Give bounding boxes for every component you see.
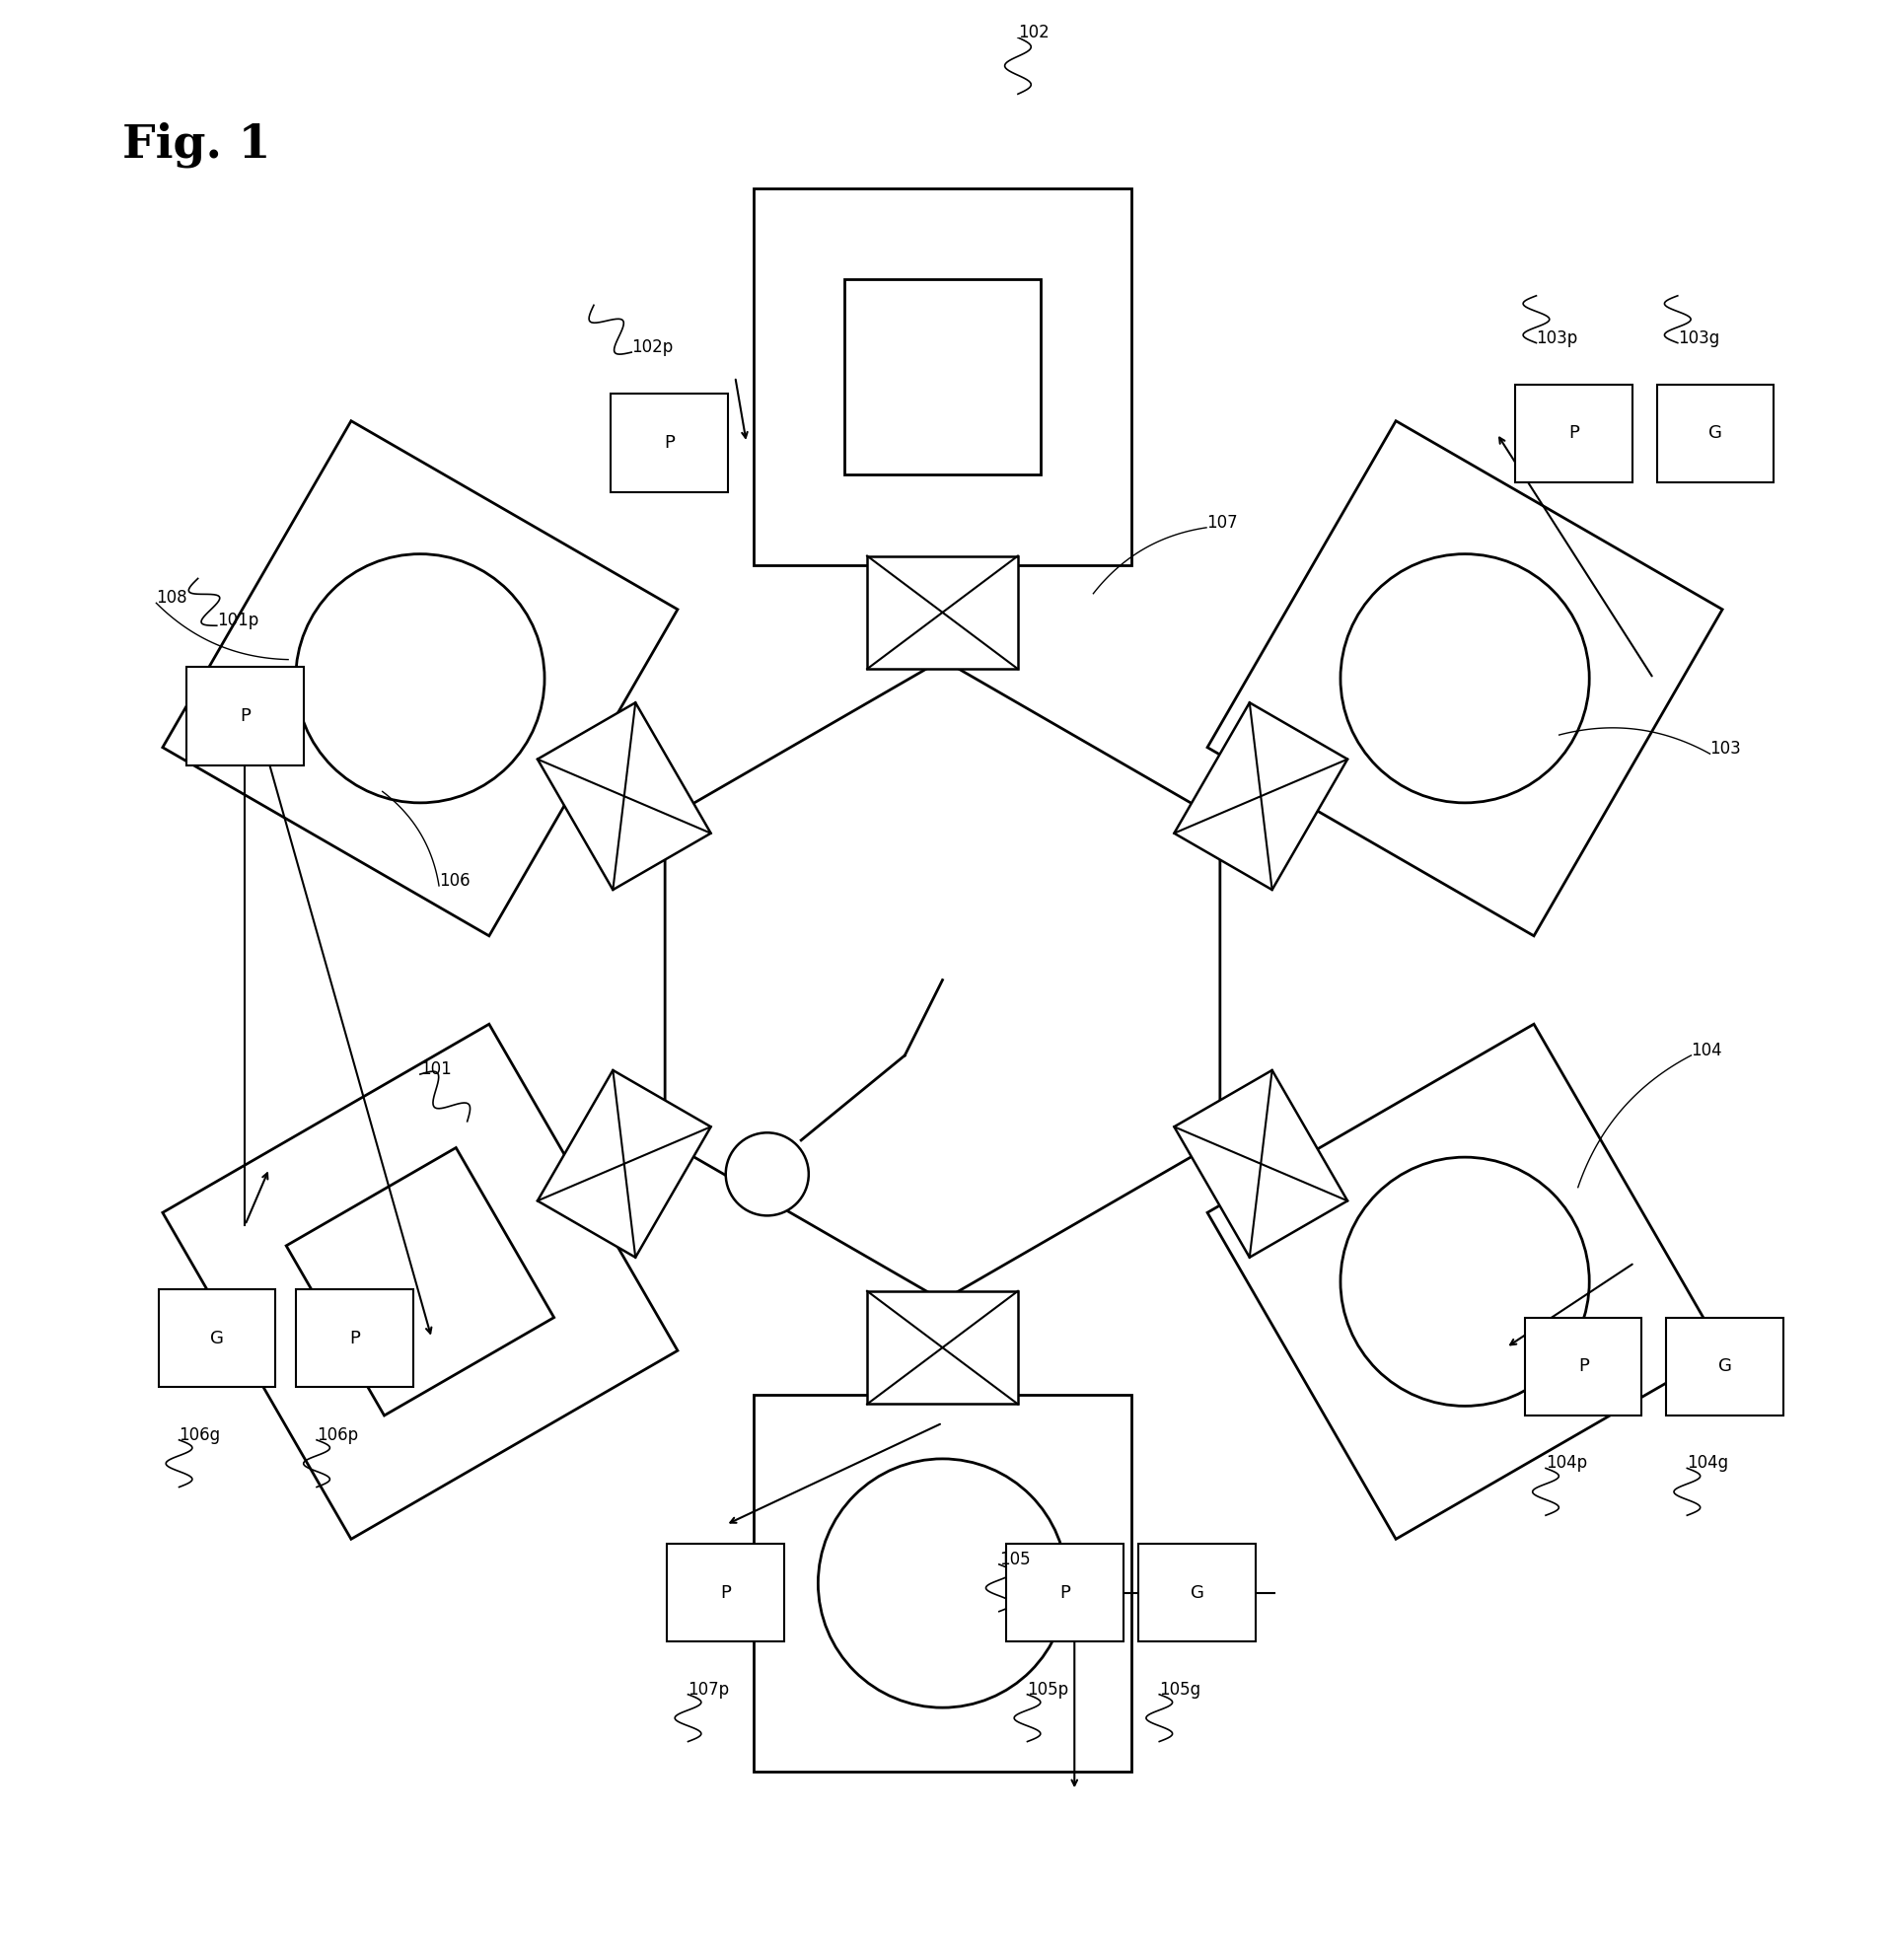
Polygon shape xyxy=(754,188,1131,564)
Polygon shape xyxy=(754,1396,1131,1772)
Text: 107: 107 xyxy=(1206,514,1238,531)
Bar xyxy=(1007,1544,1123,1642)
Text: G: G xyxy=(209,1329,224,1347)
Polygon shape xyxy=(287,1149,554,1415)
Polygon shape xyxy=(867,1292,1018,1403)
Text: G: G xyxy=(1189,1584,1205,1601)
Circle shape xyxy=(296,555,545,804)
Bar xyxy=(187,666,303,764)
Text: P: P xyxy=(1578,1358,1589,1376)
Text: 106p: 106p xyxy=(317,1427,358,1445)
Circle shape xyxy=(1340,1156,1589,1405)
Polygon shape xyxy=(537,702,711,890)
Polygon shape xyxy=(162,421,677,935)
Bar xyxy=(1657,384,1774,482)
Polygon shape xyxy=(1208,1025,1723,1539)
Text: P: P xyxy=(349,1329,360,1347)
Text: G: G xyxy=(1717,1358,1732,1376)
Polygon shape xyxy=(1174,1070,1348,1258)
Text: P: P xyxy=(239,708,251,725)
Text: P: P xyxy=(664,433,675,451)
Polygon shape xyxy=(162,1025,677,1539)
Text: 102: 102 xyxy=(1018,24,1050,41)
Polygon shape xyxy=(1174,702,1348,890)
Text: 105: 105 xyxy=(999,1550,1031,1568)
Text: 104g: 104g xyxy=(1687,1454,1729,1472)
Text: 106: 106 xyxy=(439,872,469,890)
Bar xyxy=(158,1290,275,1388)
Text: 108: 108 xyxy=(156,590,187,608)
Text: P: P xyxy=(1568,425,1580,443)
Text: P: P xyxy=(1059,1584,1071,1601)
Polygon shape xyxy=(844,278,1041,474)
Bar xyxy=(1516,384,1632,482)
Text: 104p: 104p xyxy=(1546,1454,1587,1472)
Text: Fig. 1: Fig. 1 xyxy=(123,122,271,169)
Text: 104: 104 xyxy=(1691,1041,1723,1058)
Circle shape xyxy=(1340,555,1589,804)
Bar xyxy=(611,394,728,492)
Text: 101p: 101p xyxy=(217,612,258,629)
Bar xyxy=(296,1290,413,1388)
Text: 105g: 105g xyxy=(1159,1680,1201,1699)
Text: 101: 101 xyxy=(420,1060,451,1078)
Text: 103g: 103g xyxy=(1678,329,1719,347)
Text: 103p: 103p xyxy=(1536,329,1578,347)
Polygon shape xyxy=(1208,421,1723,935)
Bar xyxy=(1666,1317,1783,1415)
Text: 106g: 106g xyxy=(179,1427,221,1445)
Bar xyxy=(667,1544,784,1642)
Bar xyxy=(1139,1544,1255,1642)
Polygon shape xyxy=(665,661,1220,1299)
Text: G: G xyxy=(1708,425,1723,443)
Text: 103: 103 xyxy=(1710,741,1742,759)
Text: 102p: 102p xyxy=(631,339,673,357)
Circle shape xyxy=(818,1458,1067,1707)
Text: 105p: 105p xyxy=(1027,1680,1069,1699)
Text: 107p: 107p xyxy=(688,1680,729,1699)
Polygon shape xyxy=(537,1070,711,1258)
Text: P: P xyxy=(720,1584,731,1601)
Circle shape xyxy=(726,1133,809,1215)
Bar xyxy=(1525,1317,1642,1415)
Polygon shape xyxy=(867,557,1018,668)
